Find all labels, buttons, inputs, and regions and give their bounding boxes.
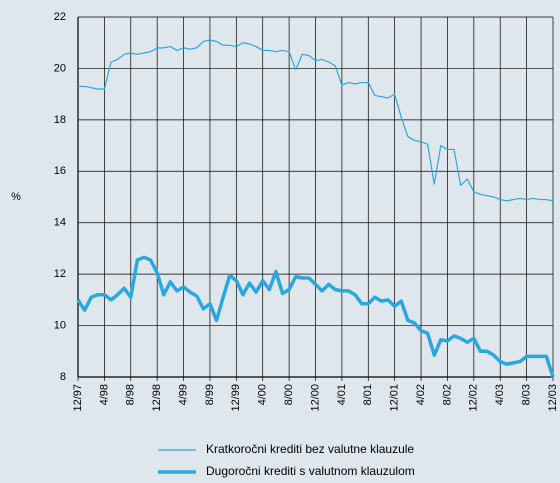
x-tick-label: 4/99 <box>177 384 189 405</box>
y-tick-label: 14 <box>54 217 66 229</box>
x-tick-label: 12/97 <box>72 384 84 412</box>
x-tick-label: 12/02 <box>468 384 480 412</box>
y-axis-label: % <box>11 191 21 203</box>
x-tick-label: 8/99 <box>204 384 216 405</box>
line-series <box>78 39 554 202</box>
y-tick-label: 12 <box>54 268 66 280</box>
x-tick-label: 12/99 <box>230 384 242 412</box>
x-tick-label: 4/00 <box>257 384 269 405</box>
x-tick-label: 12/03 <box>547 384 559 412</box>
legend-label: Kratkoročni krediti bez valutne klauzule <box>206 442 414 456</box>
legend-label: Dugoročni krediti s valutnom klauzulom <box>206 464 415 478</box>
x-tick-label: 4/98 <box>98 384 110 405</box>
x-tick-label: 8/98 <box>125 384 137 405</box>
y-tick-label: 20 <box>54 62 66 74</box>
y-tick-label: 10 <box>54 319 66 331</box>
y-tick-label: 18 <box>54 114 66 126</box>
x-tick-label: 12/01 <box>389 384 401 412</box>
x-tick-label: 12/00 <box>309 384 321 412</box>
x-tick-label: 4/01 <box>336 384 348 405</box>
x-tick-label: 8/03 <box>521 384 533 405</box>
y-tick-label: 22 <box>54 11 66 23</box>
x-tick-label: 8/00 <box>283 384 295 405</box>
x-tick-label: 4/03 <box>494 384 506 405</box>
y-tick-label: 8 <box>60 371 66 383</box>
x-tick-label: 4/02 <box>415 384 427 405</box>
x-tick-label: 12/98 <box>151 384 163 412</box>
y-tick-label: 16 <box>54 165 66 177</box>
x-tick-label: 8/02 <box>441 384 453 405</box>
line-series <box>76 255 555 378</box>
x-tick-label: 8/01 <box>362 384 374 405</box>
